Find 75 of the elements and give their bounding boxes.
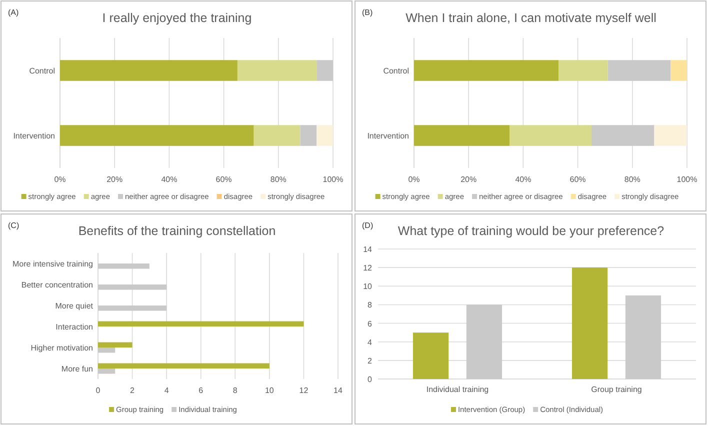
bar <box>316 125 333 146</box>
y-tick-label: Intervention <box>367 132 409 140</box>
bar <box>572 268 608 379</box>
bar <box>608 60 671 81</box>
x-tick-label: 8 <box>232 386 238 395</box>
x-tick-label: 60% <box>570 175 586 184</box>
x-tick-label: 40% <box>161 175 178 184</box>
bar <box>414 60 559 81</box>
chart-title: What type of training would be your preference? <box>398 224 664 238</box>
x-tick-label: 100% <box>676 175 698 184</box>
bar <box>558 60 608 81</box>
y-tick-label: 8 <box>368 300 373 310</box>
bar <box>98 321 304 326</box>
x-tick-label: 20% <box>460 175 477 184</box>
x-tick-label: 20% <box>106 175 123 184</box>
y-tick-label: 14 <box>363 245 373 254</box>
x-tick-label: 14 <box>334 386 343 395</box>
x-tick-label: Individual training <box>426 385 489 394</box>
bar <box>316 60 333 81</box>
y-tick-label: More fun <box>61 364 93 374</box>
bar <box>654 125 687 146</box>
bar <box>670 60 687 81</box>
x-tick-label: 80% <box>270 175 286 184</box>
y-tick-label: 0 <box>368 375 373 384</box>
bar <box>254 125 300 146</box>
x-tick-label: 2 <box>130 386 136 395</box>
y-tick-label: 2 <box>368 356 373 366</box>
y-tick-label: 12 <box>363 264 373 273</box>
bar <box>466 304 502 379</box>
bar <box>237 60 317 81</box>
bar <box>98 368 116 374</box>
bar <box>98 264 150 269</box>
x-tick-label: 0 <box>96 386 101 395</box>
text: (B) <box>362 8 373 17</box>
y-tick-label: Control <box>29 66 56 76</box>
x-tick-label: 100% <box>322 175 344 184</box>
bar <box>414 125 510 146</box>
y-tick-label: Intervention <box>13 132 55 140</box>
bar <box>60 60 238 81</box>
x-tick-label: 10 <box>264 386 274 395</box>
chart-title: When I train alone, I can motivate myself well <box>406 11 656 25</box>
chart-title: I really enjoyed the training <box>102 11 252 25</box>
y-tick-label: Higher motivation <box>30 344 93 352</box>
bar <box>510 125 592 146</box>
text: (A) <box>8 8 19 17</box>
bar <box>98 348 116 353</box>
y-tick-label: Control <box>383 66 410 76</box>
x-tick-label: 12 <box>299 386 309 395</box>
x-tick-label: 0% <box>54 175 66 184</box>
text: (D) <box>362 221 374 230</box>
y-tick-label: 10 <box>363 282 373 292</box>
x-tick-label: 40% <box>515 175 532 184</box>
x-tick-label: 0% <box>408 175 420 184</box>
x-tick-label: Group training <box>591 385 642 394</box>
x-tick-label: 80% <box>624 175 640 184</box>
bar <box>60 125 254 146</box>
bar <box>412 332 449 379</box>
bar <box>98 342 132 348</box>
bar <box>300 125 317 146</box>
y-tick-label: Interaction <box>56 322 93 332</box>
x-tick-label: 6 <box>198 386 204 395</box>
y-tick-label: More intensive training <box>12 260 93 268</box>
bar <box>98 284 167 290</box>
y-tick-label: Better concentration <box>21 280 93 290</box>
y-tick-label: 6 <box>368 319 373 328</box>
y-tick-label: 4 <box>368 338 373 347</box>
bar <box>625 295 662 379</box>
y-tick-label: More quiet <box>55 302 94 310</box>
bar <box>98 363 270 368</box>
x-tick-label: 4 <box>164 386 170 395</box>
chart-title: Benefits of the training constellation <box>78 224 276 238</box>
text: (C) <box>8 221 20 230</box>
bar <box>591 125 654 146</box>
x-tick-label: 60% <box>216 175 232 184</box>
bar <box>98 306 167 311</box>
